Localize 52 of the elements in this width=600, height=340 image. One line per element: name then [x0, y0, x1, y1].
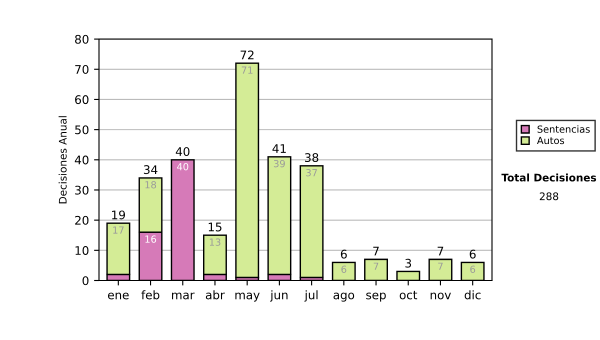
data-label: 6: [341, 266, 346, 273]
total-label: 72: [240, 50, 254, 60]
total-label: 7: [438, 246, 444, 256]
x-tick-label: ene: [108, 292, 129, 300]
x-tick-label: sep: [366, 292, 386, 302]
data-label: 71: [242, 66, 252, 74]
legend-label: Autos: [537, 136, 564, 144]
data-label: 6: [470, 266, 476, 273]
x-tick-label: dic: [464, 290, 481, 300]
x-tick-label: abr: [206, 290, 225, 300]
data-label: 37: [306, 169, 317, 176]
x-tick-label: may: [235, 292, 260, 302]
text: Total Decisiones: [501, 173, 596, 182]
y-axis-title: Decisiones Anual: [58, 116, 67, 204]
data-label: 18: [145, 181, 156, 188]
x-tick-label: mar: [172, 292, 195, 300]
text: 288: [540, 192, 558, 200]
total-label: 34: [144, 165, 158, 174]
legend-label: Sentencias: [538, 125, 590, 133]
x-tick-label: jun: [270, 290, 288, 302]
data-label: 17: [113, 226, 124, 234]
y-tick-label: 10: [76, 246, 88, 255]
total-label: 15: [208, 222, 222, 232]
y-tick-label: 40: [74, 156, 88, 164]
total-label: 6: [340, 250, 347, 259]
y-tick-label: 0: [82, 276, 88, 286]
x-tick-label: nov: [430, 292, 451, 300]
x-tick-label: feb: [141, 290, 160, 300]
data-label: 13: [210, 238, 220, 246]
data-label: 7: [438, 262, 443, 270]
total-label: 7: [373, 246, 379, 256]
x-tick-label: ago: [334, 292, 354, 302]
y-tick-label: 80: [75, 34, 88, 44]
y-tick-label: 50: [75, 125, 88, 134]
y-tick-label: 70: [75, 65, 88, 74]
bar: [300, 165, 324, 278]
data-label: 40: [177, 162, 188, 170]
y-tick-label: 20: [75, 216, 88, 225]
total-label: 6: [470, 250, 476, 259]
total-label: 38: [304, 153, 318, 162]
x-tick-label: oct: [400, 290, 418, 300]
y-tick-label: 60: [75, 95, 88, 104]
data-label: 16: [145, 235, 156, 243]
bar: [235, 62, 260, 278]
total-label: 40: [176, 147, 190, 156]
total-label: 41: [272, 144, 286, 153]
data-label: 39: [274, 160, 285, 168]
total-label: 3: [405, 258, 412, 268]
total-label: 19: [112, 210, 126, 220]
data-label: 7: [374, 262, 378, 270]
y-tick-label: 30: [75, 186, 88, 195]
x-tick-label: jul: [304, 290, 318, 302]
